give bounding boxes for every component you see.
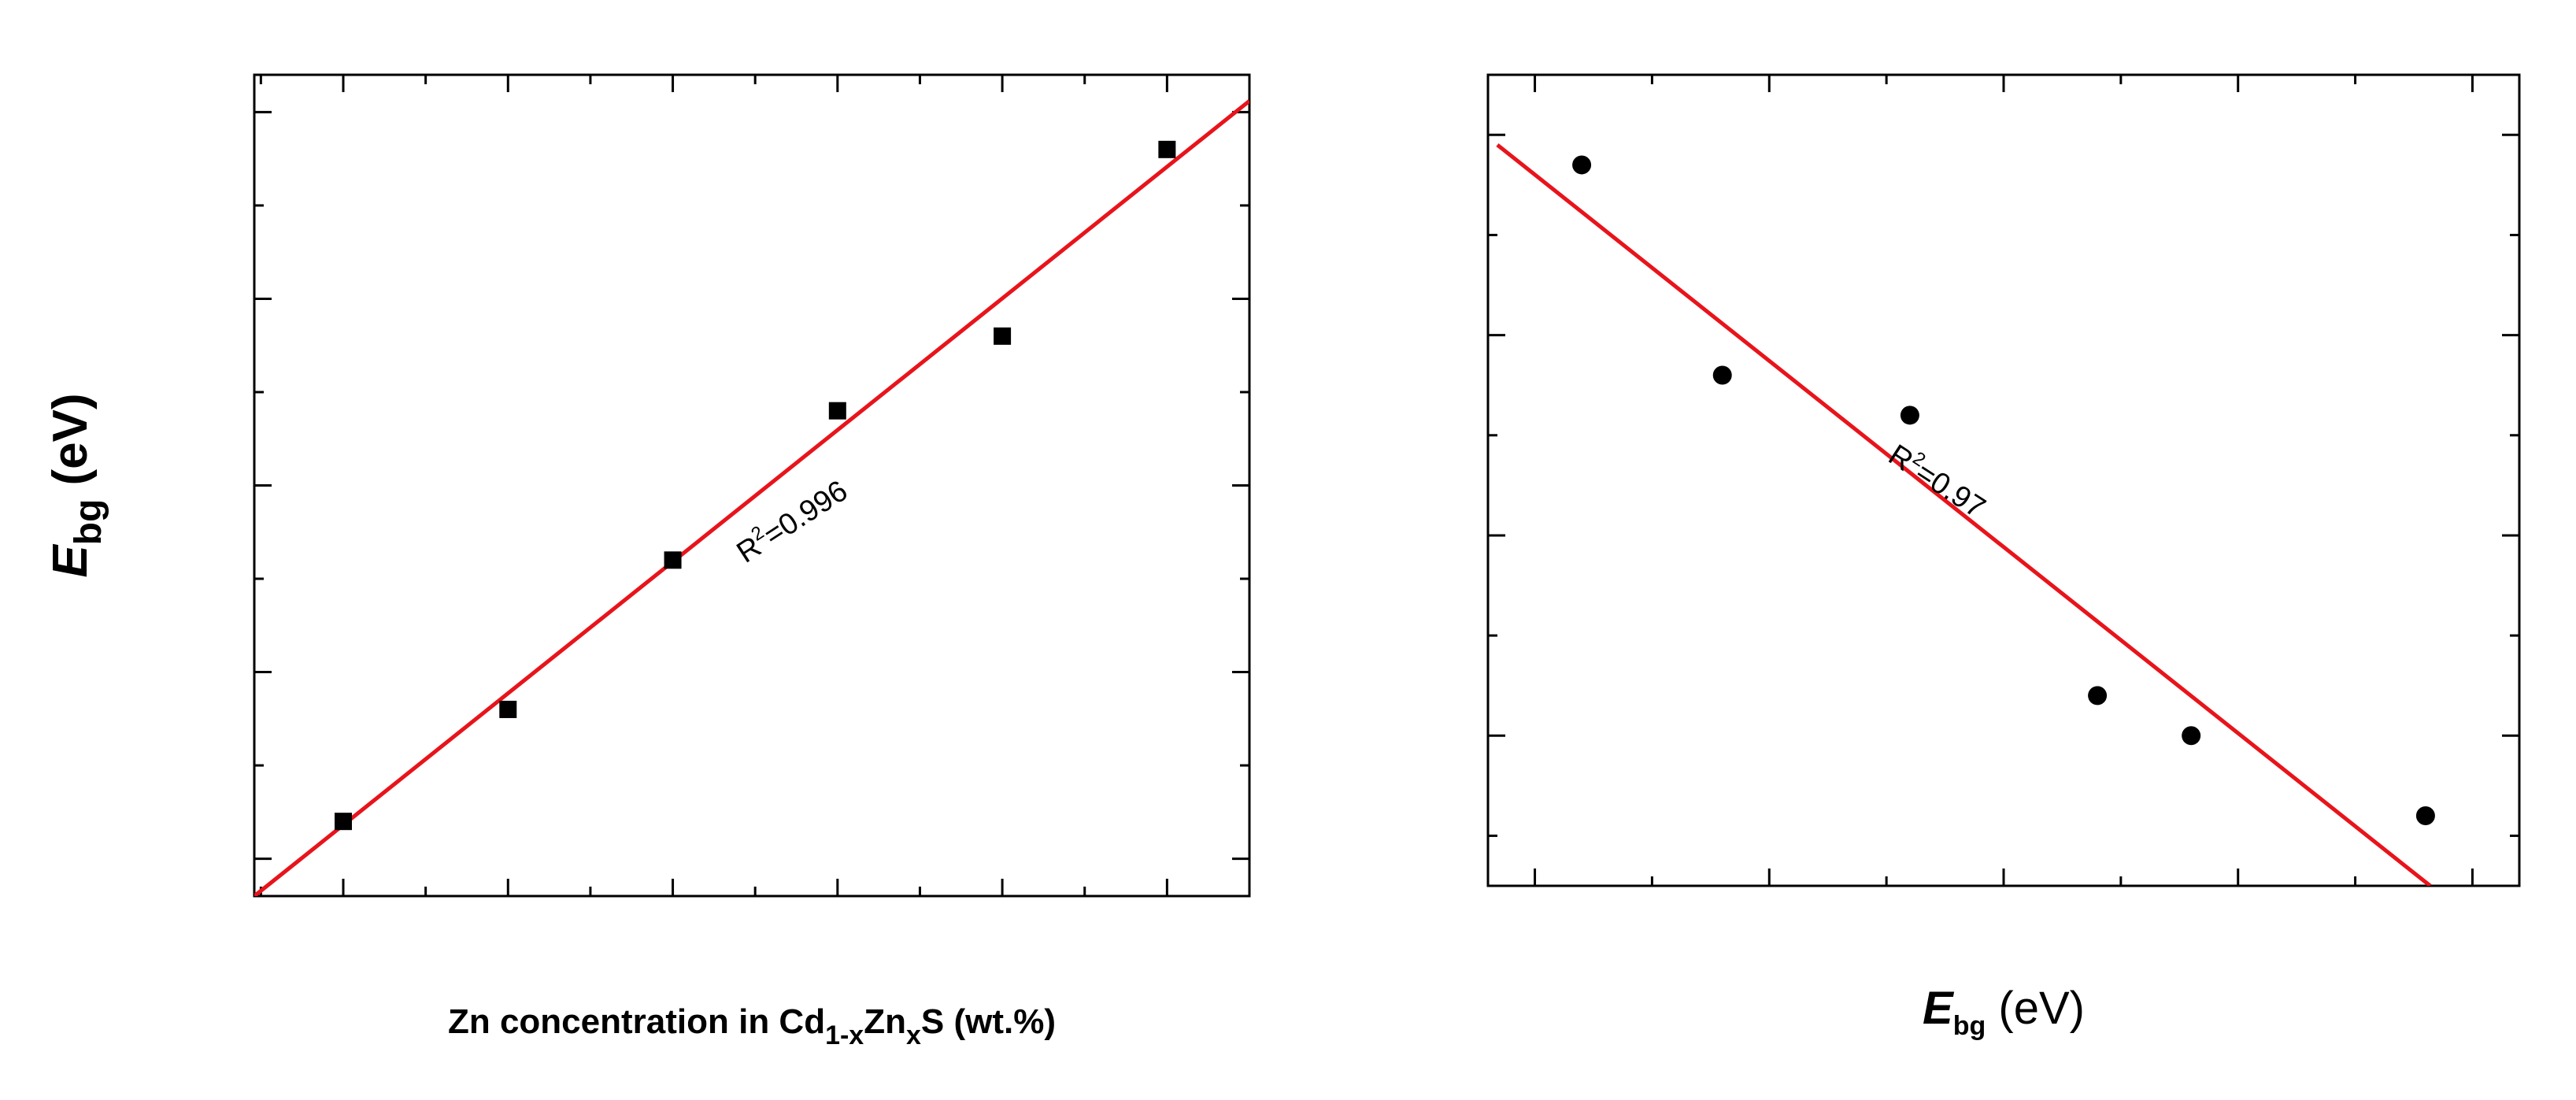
y-axis-title: Ebg (eV) bbox=[43, 393, 109, 577]
data-point bbox=[499, 700, 517, 718]
fit-line bbox=[254, 99, 1249, 896]
data-point bbox=[1712, 365, 1732, 385]
data-point bbox=[335, 813, 353, 831]
data-point bbox=[2415, 806, 2435, 825]
data-point bbox=[1900, 406, 1919, 425]
x-axis-title: Zn concentration in Cd1-xZnxS (wt.%) bbox=[448, 1002, 1056, 1050]
x-axis-title-tail: S (wt.%) bbox=[921, 1002, 1056, 1041]
data-point bbox=[1158, 140, 1176, 158]
data-point bbox=[2088, 686, 2108, 706]
x-axis-title-mid: Zn bbox=[864, 1002, 906, 1041]
y-axis-title-tail: (eV) bbox=[43, 393, 98, 498]
data-point bbox=[664, 551, 682, 569]
x-axis-title: Ebg (eV) bbox=[1923, 983, 2085, 1041]
x-axis-title-tail: (eV) bbox=[1986, 983, 2085, 1034]
x-axis-title-italic: E bbox=[1923, 983, 1955, 1034]
data-point bbox=[828, 402, 846, 420]
x-axis-title-sub1: 1-x bbox=[825, 1020, 864, 1050]
data-point bbox=[2182, 726, 2201, 746]
data-point bbox=[1572, 155, 1592, 175]
x-axis-title-sub2: x bbox=[906, 1020, 921, 1050]
y-axis-title-italic: E bbox=[43, 544, 98, 578]
x-axis-title-sub: bg bbox=[1953, 1011, 1986, 1041]
x-axis-title-main: Zn concentration in Cd bbox=[448, 1002, 825, 1041]
data-point bbox=[994, 327, 1012, 345]
y-axis-title-sub: bg bbox=[68, 499, 109, 546]
fit-line bbox=[1496, 143, 2432, 886]
